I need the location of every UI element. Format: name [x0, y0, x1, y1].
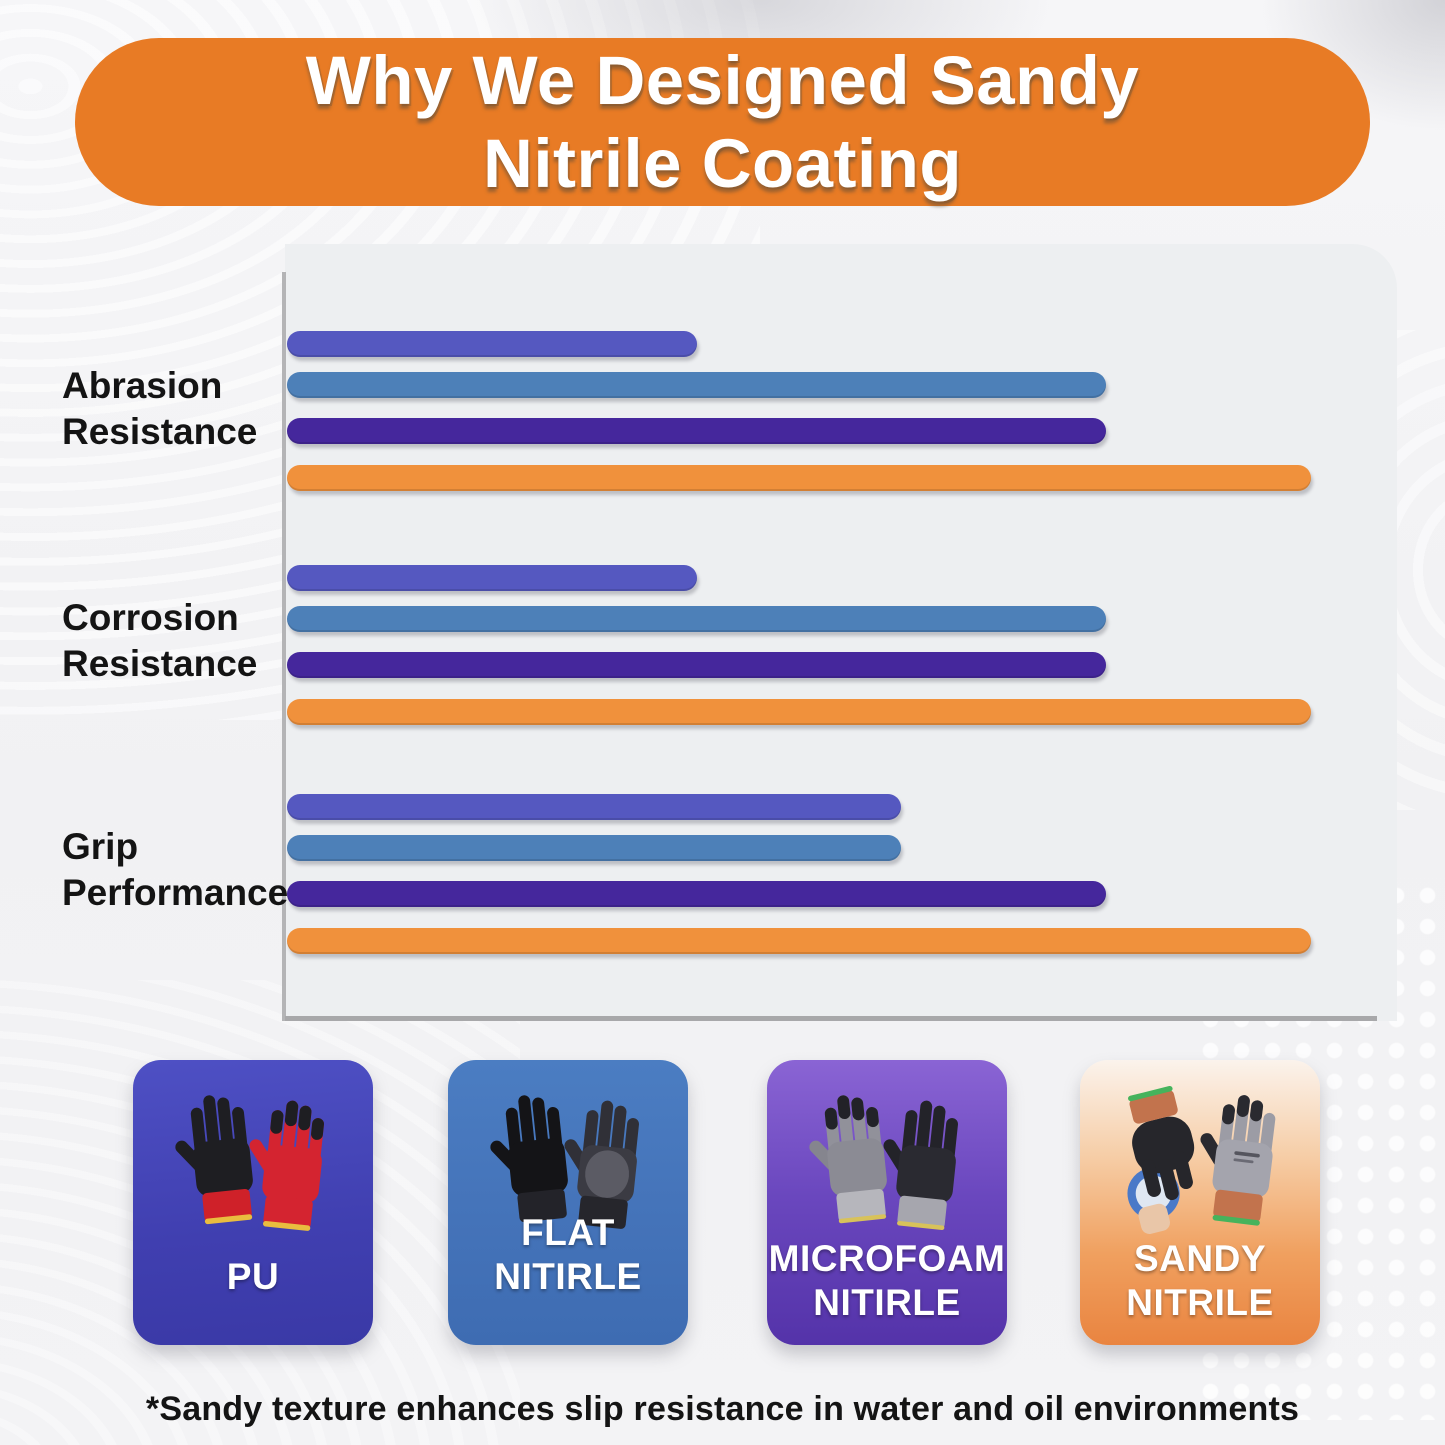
bar-grip-performance-pu — [287, 794, 902, 820]
legend-card-sandy-nitrile: SANDY NITRILE — [1080, 1060, 1320, 1345]
sandy-glove-front — [1200, 1095, 1276, 1226]
bar-corrosion-resistance-pu — [287, 565, 697, 591]
bar-abrasion-resistance-flat-nitrile — [287, 372, 1107, 398]
legend-card-sandy-label-line1: SANDY — [1133, 1238, 1267, 1279]
title-line-1: Why We Designed Sandy — [305, 42, 1140, 119]
bar-corrosion-resistance-flat-nitrile — [287, 606, 1107, 632]
sandy-glove-gripping — [1127, 1085, 1195, 1234]
pu-gloves-image — [175, 1095, 324, 1231]
microfoam-glove-back — [809, 1095, 887, 1224]
legend-card-flat-nitrile: FLAT NITIRLE — [448, 1060, 688, 1345]
legend-card-flat-label: FLAT NITIRLE — [494, 1212, 642, 1297]
legend-card-microfoam-label-line2: NITIRLE — [813, 1282, 961, 1323]
microfoam-nitrile-gloves-image — [809, 1095, 958, 1231]
legend-card-microfoam-label-line1: MICROFOAM — [768, 1238, 1006, 1279]
bar-abrasion-resistance-sandy-nitrile — [287, 465, 1311, 491]
flat-nitrile-gloves-image — [490, 1095, 639, 1229]
title-line-2: Nitrile Coating — [482, 125, 962, 202]
legend-card-pu: PU — [133, 1060, 373, 1345]
bar-grip-performance-sandy-nitrile — [287, 928, 1311, 954]
bar-corrosion-resistance-sandy-nitrile — [287, 699, 1311, 725]
footnote-text: *Sandy texture enhances slip resistance … — [145, 1390, 1300, 1428]
chart-y-axis — [282, 272, 286, 1021]
legend-card-pu-label: PU — [226, 1256, 280, 1297]
chart-x-axis — [285, 1016, 1377, 1021]
flat-glove-front — [564, 1100, 639, 1229]
category-label-abrasion-resistance: Abrasion Resistance — [62, 365, 258, 452]
title-banner: Why We Designed Sandy Nitrile Coating — [75, 38, 1370, 206]
bar-corrosion-resistance-microfoam-nitrile — [287, 652, 1107, 678]
flat-glove-back — [490, 1095, 568, 1223]
pu-glove-front — [249, 1100, 324, 1231]
bar-abrasion-resistance-microfoam-nitrile — [287, 418, 1107, 444]
category-label-grip-performance: Grip Performance — [62, 826, 289, 913]
sandy-nitrile-gloves-image — [1127, 1085, 1276, 1234]
legend-card-sandy-label-line2: NITRILE — [1126, 1282, 1274, 1323]
legend-card-microfoam-nitrile: MICROFOAM NITIRLE — [767, 1060, 1007, 1345]
pu-glove-back — [175, 1095, 253, 1225]
bar-grip-performance-microfoam-nitrile — [287, 881, 1107, 907]
bar-abrasion-resistance-pu — [287, 331, 697, 357]
category-label-corrosion-resistance: Corrosion Resistance — [62, 597, 258, 684]
microfoam-glove-front — [883, 1100, 958, 1231]
bar-grip-performance-flat-nitrile — [287, 835, 902, 861]
